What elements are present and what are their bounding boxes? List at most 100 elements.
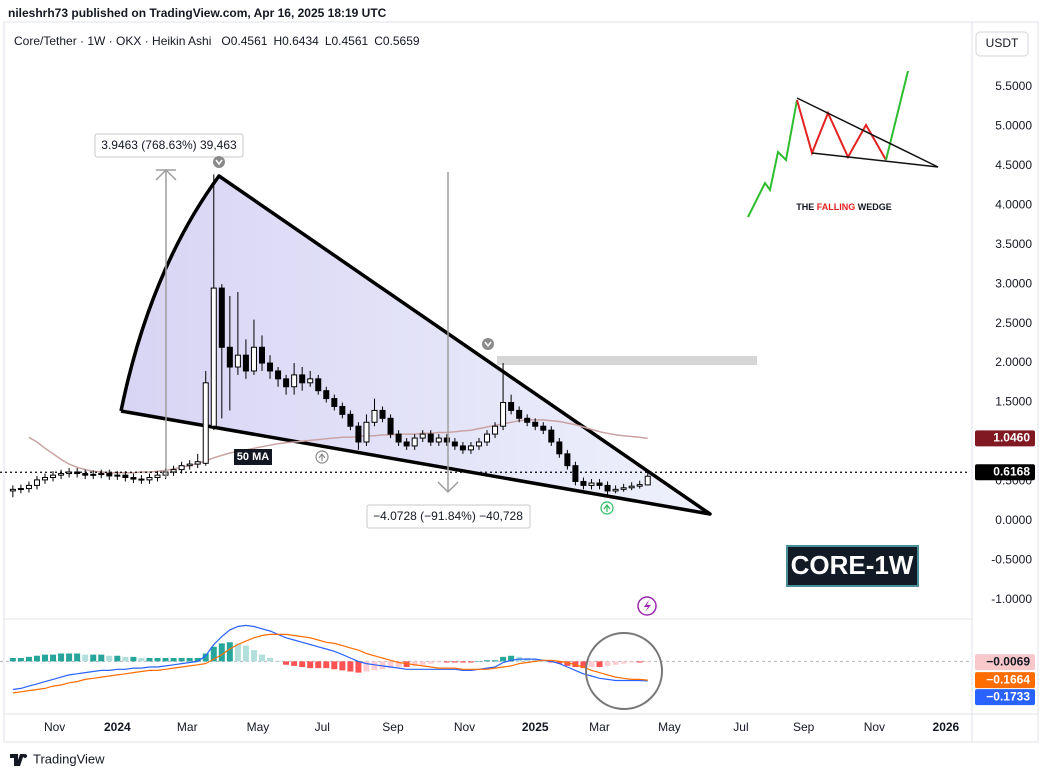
x-tick-label: Sep — [382, 720, 404, 734]
candle-body — [484, 433, 491, 443]
publisher: nileshrh73 published on TradingView.com,… — [8, 6, 387, 20]
candle-body — [427, 433, 434, 443]
measure-up — [155, 168, 177, 478]
histogram-bar — [467, 661, 474, 663]
x-tick-label: 2025 — [522, 720, 549, 734]
histogram-bar — [202, 653, 209, 662]
measure-down — [437, 172, 459, 494]
y-tick-label: 2.0000 — [995, 355, 1032, 369]
histogram-bar — [492, 660, 499, 662]
candle-body — [234, 354, 241, 368]
candle-body — [250, 346, 257, 372]
candle-body — [636, 484, 643, 487]
candle-body — [202, 382, 209, 464]
candle-body — [532, 421, 539, 427]
histogram-bar — [620, 661, 627, 664]
x-tick-label: May — [658, 720, 681, 734]
ohlc-value: 0.4561 — [332, 34, 369, 48]
candle-body — [403, 441, 410, 447]
histogram-bar — [17, 658, 24, 662]
candle-body — [74, 471, 81, 475]
histogram-bar — [283, 661, 290, 665]
candle-body — [291, 374, 298, 388]
candle-body — [475, 441, 482, 447]
inset-word: THE — [796, 202, 814, 212]
histogram-bar — [50, 654, 57, 662]
candle-body — [218, 287, 225, 348]
candle-body — [315, 378, 322, 392]
moving-average — [28, 419, 648, 474]
histogram-bar — [323, 661, 330, 669]
ohlc-letter: C — [374, 34, 383, 48]
histogram-bar — [540, 661, 547, 662]
macd-line — [12, 633, 648, 694]
candle-body — [130, 477, 137, 480]
histogram-bar — [258, 654, 265, 662]
histogram-bar — [226, 642, 233, 662]
histogram-bar — [42, 654, 49, 662]
histogram-bar — [242, 645, 249, 662]
macd-pane — [0, 624, 970, 694]
ohlc-value: 0.4561 — [231, 34, 268, 48]
histogram-bar — [596, 661, 603, 667]
y-tick-label: 4.0000 — [995, 197, 1032, 211]
ohlc-letter: O — [221, 34, 230, 48]
candle-body — [604, 484, 611, 492]
histogram-bar — [612, 661, 619, 665]
currency-button[interactable] — [975, 31, 1029, 57]
y-tick-label: -0.5000 — [991, 553, 1032, 567]
candle-body — [275, 370, 282, 380]
histogram-bar — [66, 653, 73, 662]
histogram-bar — [90, 654, 97, 662]
ohlc-letter: H — [273, 34, 282, 48]
x-tick-label: Jul — [733, 720, 748, 734]
x-tick-label: Mar — [589, 720, 610, 734]
y-tick-label: 0.0000 — [995, 513, 1032, 527]
candle-body — [371, 409, 378, 423]
histogram-bar — [315, 661, 322, 669]
tv-logo — [10, 754, 28, 766]
signal-marker — [600, 501, 614, 515]
candle-body — [500, 402, 507, 427]
histogram-bar — [419, 661, 426, 665]
x-tick-label: 2026 — [933, 720, 960, 734]
histogram-bar — [170, 658, 177, 662]
candle-body — [210, 287, 217, 427]
histogram-bar — [628, 661, 635, 663]
histogram-bar — [459, 661, 466, 663]
chart-frame — [3, 21, 1039, 743]
histogram-bar — [194, 658, 201, 662]
histogram-bar — [74, 653, 81, 662]
histogram-bar — [580, 661, 587, 669]
y-tick-label: 5.0000 — [995, 118, 1032, 132]
histogram-bar — [508, 655, 515, 662]
currency-label[interactable]: USDT — [986, 36, 1019, 50]
price-label: 1.0460 — [993, 431, 1030, 445]
histogram-bar — [564, 661, 571, 666]
histogram-bar — [644, 661, 651, 663]
candle-body — [419, 433, 426, 439]
histogram-bar — [443, 661, 450, 663]
candle-body — [25, 484, 32, 490]
candle-body — [395, 433, 402, 443]
histogram-bar — [435, 661, 442, 663]
x-tick-label: Nov — [44, 720, 65, 734]
ohlc-value: 0.5659 — [383, 34, 420, 48]
candle-body — [146, 477, 153, 481]
histogram-bar — [106, 655, 113, 662]
alert-icon[interactable] — [637, 596, 657, 616]
candle-body — [363, 421, 370, 443]
histogram-bar — [355, 661, 362, 673]
candle-body — [122, 474, 129, 479]
symbol-legend: Core/Tether · 1W · OKX · Heikin Ashi O0.4… — [14, 34, 420, 48]
histogram-bar — [146, 658, 153, 662]
candle-body — [572, 465, 579, 482]
histogram-bar — [347, 661, 354, 672]
inset-caption: THE FALLING WEDGE — [796, 202, 892, 212]
histogram-bar — [604, 661, 611, 666]
measure-box — [366, 504, 531, 529]
y-tick-label: 5.5000 — [995, 79, 1032, 93]
histogram-bar — [267, 658, 274, 662]
histogram-bar — [9, 658, 16, 662]
price-label: −0.0069 — [986, 654, 1030, 668]
